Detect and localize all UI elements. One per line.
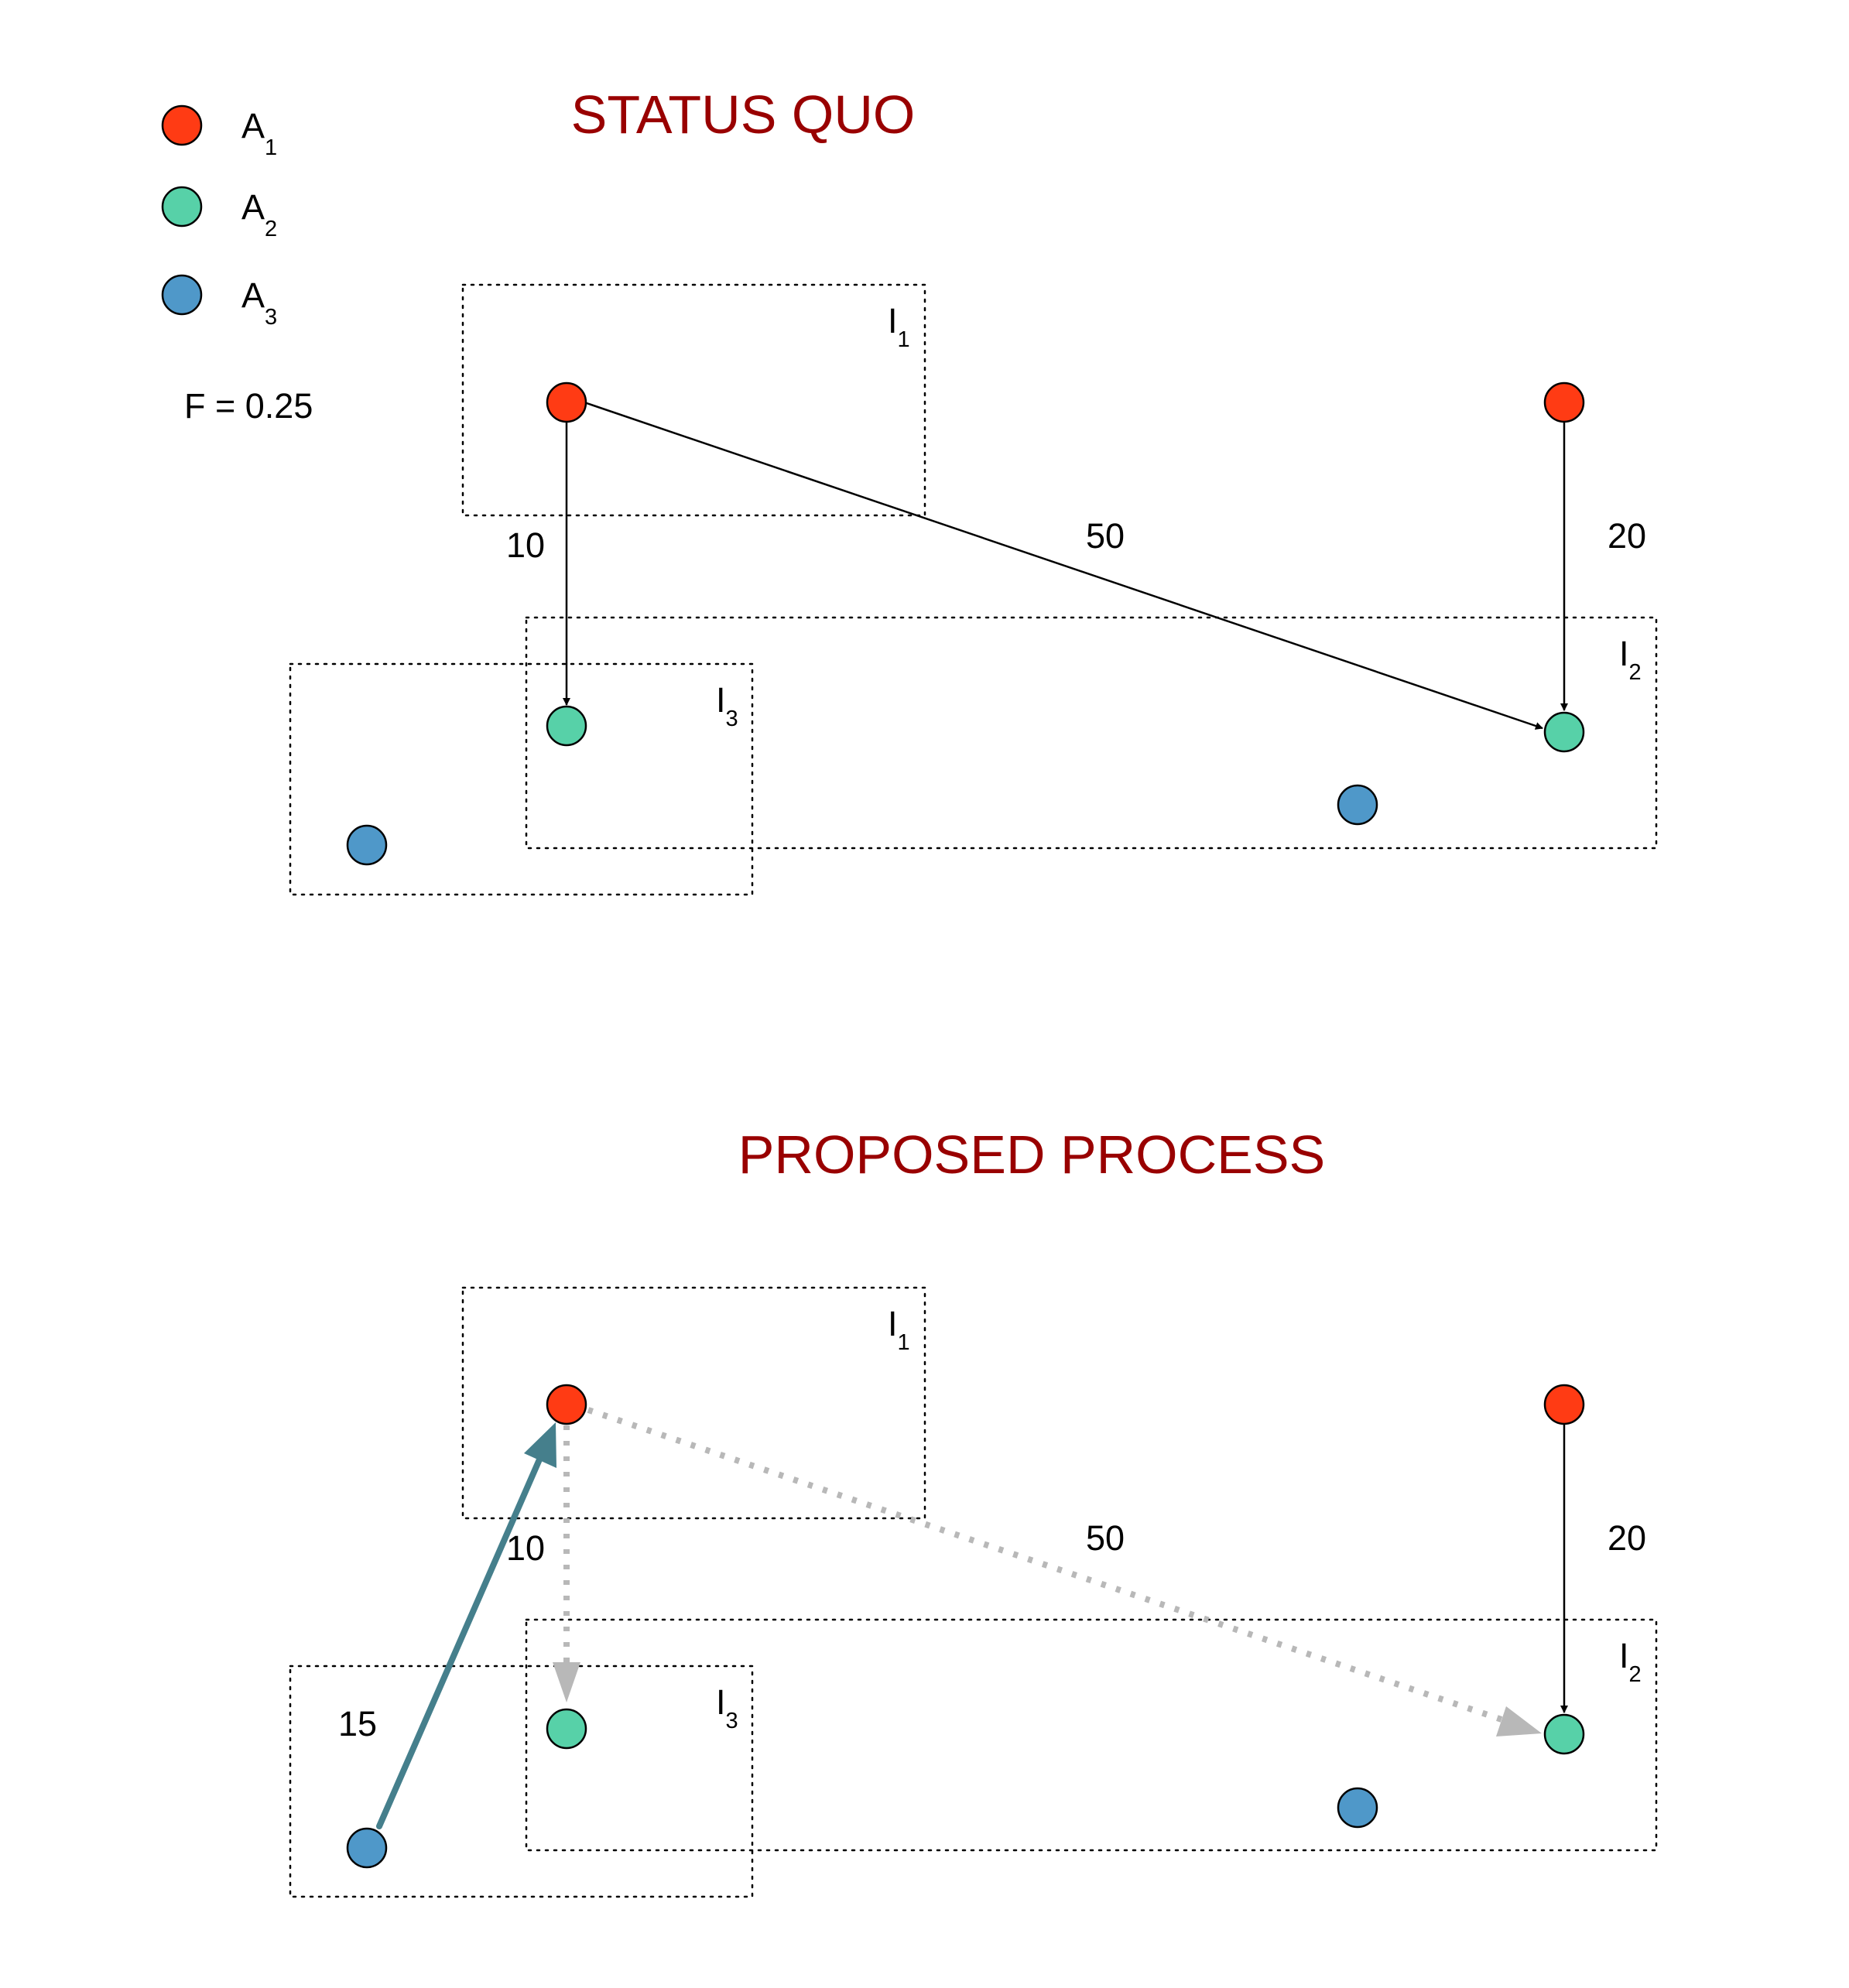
node-a3-i3 <box>346 1827 388 1869</box>
edge-label-50: 50 <box>1086 516 1125 556</box>
node-a1-i1 <box>546 1384 587 1425</box>
new-edge-i3-a3-to-i1-a1 <box>376 1456 543 1829</box>
removed-edge-arrowhead <box>1496 1706 1542 1737</box>
node-a1-i1 <box>546 382 587 423</box>
legend-a1-swatch <box>161 104 203 146</box>
edge-i1-a1-to-i2-a2 <box>584 401 1543 730</box>
legend-a3-label: A3 <box>241 275 277 330</box>
node-a2-i2 <box>1543 1713 1585 1755</box>
region-i3-box <box>289 662 754 896</box>
node-a3-i2 <box>1337 1787 1378 1829</box>
edge-label-15: 15 <box>338 1704 377 1743</box>
node-a3-i3 <box>346 824 388 866</box>
node-a2-i3 <box>546 705 587 747</box>
node-a2-i3 <box>546 1708 587 1750</box>
proposed-title: PROPOSED PROCESS <box>738 1124 1326 1185</box>
removed-edge-arrowhead <box>553 1662 580 1702</box>
region-i1-label: I1 <box>888 301 910 352</box>
edge-label-20: 20 <box>1608 1518 1646 1558</box>
node-a1-i2 <box>1543 382 1585 423</box>
node-a3-i2 <box>1337 784 1378 826</box>
status-quo-panel: STATUS QUO I1 I2 I3 10 50 20 <box>289 84 1658 896</box>
edge-label-10: 10 <box>506 525 545 565</box>
f-value-label: F = 0.25 <box>184 386 313 426</box>
new-edge-arrowhead <box>524 1422 556 1468</box>
legend: A1 A2 A3 F = 0.25 <box>161 104 313 426</box>
removed-edge-i1-a1-to-i2-a2 <box>587 1407 1503 1723</box>
node-a1-i2 <box>1543 1384 1585 1425</box>
region-i1-box <box>461 283 926 517</box>
edge-label-10: 10 <box>506 1528 545 1568</box>
edge-label-50: 50 <box>1086 1518 1125 1558</box>
region-i2-box <box>525 1618 1658 1852</box>
proposed-panel: PROPOSED PROCESS I1 I2 I3 10 50 20 15 <box>289 1124 1658 1898</box>
region-i2-box <box>525 616 1658 850</box>
status-quo-title: STATUS QUO <box>571 84 916 145</box>
node-a2-i2 <box>1543 711 1585 753</box>
legend-a1-label: A1 <box>241 106 277 160</box>
legend-a3-swatch <box>161 274 203 316</box>
region-i1-label: I1 <box>888 1304 910 1355</box>
region-i3-label: I3 <box>716 680 738 731</box>
edge-label-20: 20 <box>1608 516 1646 556</box>
region-i2-label: I2 <box>1619 634 1642 685</box>
region-i3-box <box>289 1665 754 1898</box>
region-i3-label: I3 <box>716 1682 738 1733</box>
region-i2-label: I2 <box>1619 1636 1642 1687</box>
legend-a2-swatch <box>161 186 203 228</box>
region-i1-box <box>461 1286 926 1520</box>
legend-a2-label: A2 <box>241 187 277 241</box>
